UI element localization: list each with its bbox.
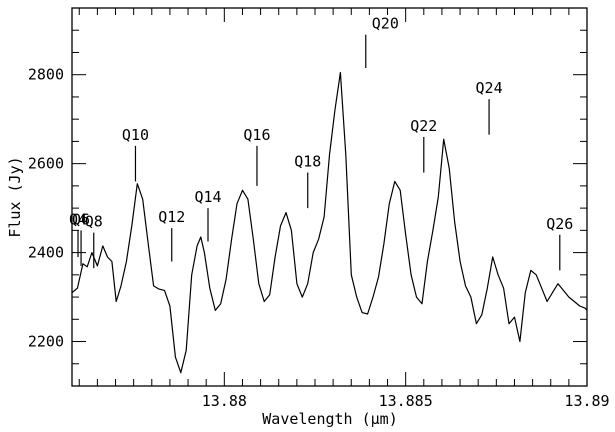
annotation-q8: Q8 [85,213,103,269]
annotation-q4: Q4 [69,210,87,258]
x-axis-title: Wavelength (μm) [262,410,397,428]
annotation-q22: Q22 [410,117,437,173]
annotation-label: Q14 [194,188,221,206]
y-tick-label: 2600 [28,155,64,173]
annotation-label: Q26 [546,215,573,233]
annotation-label: Q10 [122,126,149,144]
annotation-label: Q8 [85,213,103,231]
axis-tick-labels: 2200 2400 2600 2800 13.88 13.885 13.89 [28,66,610,410]
annotation-q26: Q26 [546,215,573,271]
y-tick-label: 2200 [28,333,64,351]
y-axis-title: Flux (Jy) [6,156,24,237]
annotation-q16: Q16 [243,126,271,186]
annotation-label: Q20 [372,15,399,33]
annotation-label: Q16 [243,126,270,144]
axis-ticks [72,8,587,386]
annotation-q24: Q24 [476,79,503,135]
annotation-label: Q24 [476,79,503,97]
x-tick-label: 13.88 [202,392,247,410]
annotation-q20: Q20 [365,15,399,69]
annotation-label: Q18 [294,153,321,171]
annotation-label: Q4 [69,210,87,228]
annotation-q18: Q18 [294,153,321,209]
y-tick-label: 2800 [28,66,64,84]
y-tick-label: 2400 [28,244,64,262]
flux-series-line [71,71,588,374]
annotation-q12: Q12 [158,208,185,262]
x-tick-label: 13.885 [379,392,433,410]
x-tick-label: 13.89 [564,392,609,410]
annotation-label: Q12 [158,208,185,226]
annotation-label: Q6 [72,210,90,228]
annotation-label: Q22 [410,117,437,135]
annotation-q6: Q6 [72,210,90,266]
annotation-q14: Q14 [194,188,222,242]
annotation-q10: Q10 [122,126,149,182]
plot-frame [71,7,588,387]
